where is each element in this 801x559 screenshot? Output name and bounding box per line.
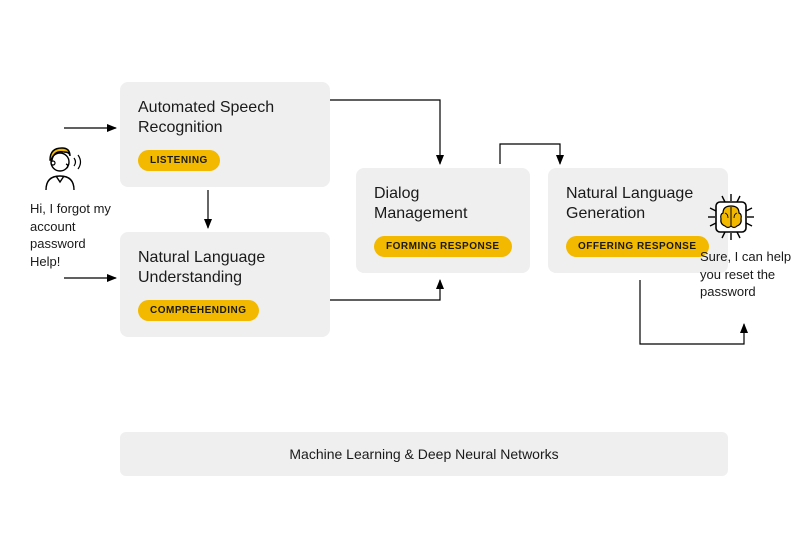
node-dm: Dialog Management FORMING RESPONSE [356,168,530,273]
node-asr: Automated Speech Recognition LISTENING [120,82,330,187]
node-nlg-title: Natural Language Generation [566,184,710,224]
node-asr-title: Automated Speech Recognition [138,98,312,138]
arrow-nlu-to-dm [330,280,440,300]
node-dm-title: Dialog Management [374,184,512,224]
brain-chip-icon [706,192,756,247]
node-nlu: Natural Language Understanding COMPREHEN… [120,232,330,337]
footer-bar: Machine Learning & Deep Neural Networks [120,432,728,476]
node-asr-badge: LISTENING [138,150,220,171]
footer-text: Machine Learning & Deep Neural Networks [289,446,558,462]
arrow-dm-to-nlg [500,144,560,164]
bot-response: Sure, I can help you reset the password [700,248,794,301]
node-nlu-badge: COMPREHENDING [138,300,259,321]
node-nlu-title: Natural Language Understanding [138,248,312,288]
user-utterance: Hi, I forgot my account password Help! [30,200,118,270]
node-dm-badge: FORMING RESPONSE [374,236,512,257]
person-speaking-icon [40,146,86,199]
node-nlg-badge: OFFERING RESPONSE [566,236,709,257]
arrow-asr-to-dm [330,100,440,164]
